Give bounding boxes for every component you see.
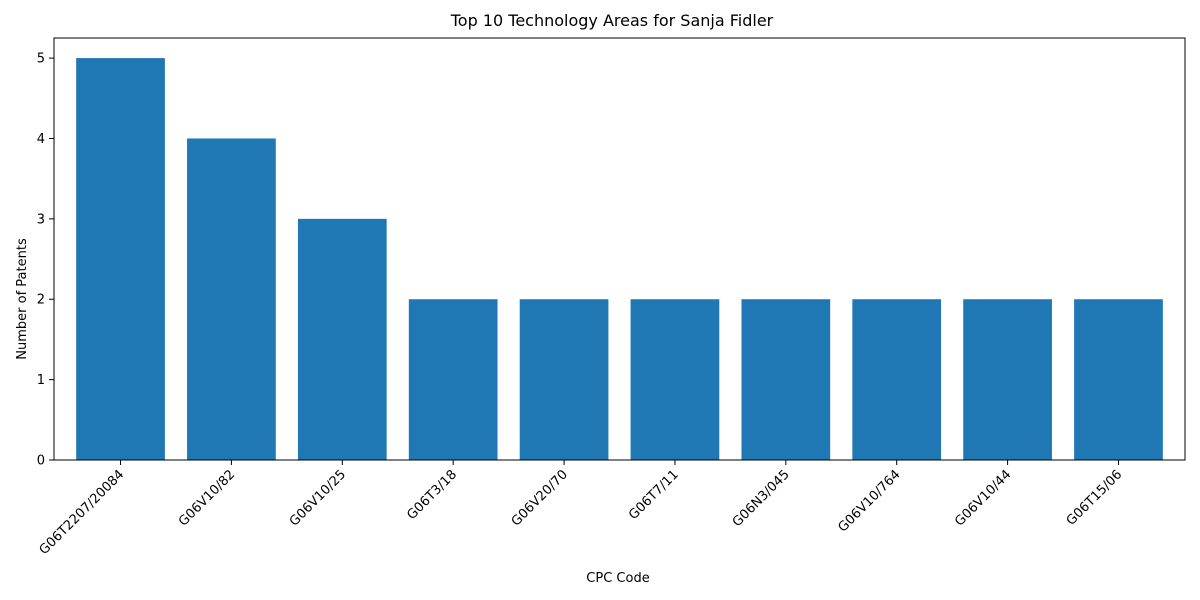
bar-3	[298, 219, 387, 460]
bar-10	[1074, 299, 1163, 460]
y-tick-label: 4	[37, 132, 45, 147]
bars-group	[76, 58, 1163, 460]
x-tick-label: G06V10/82	[176, 467, 238, 529]
chart-title: Top 10 Technology Areas for Sanja Fidler	[450, 11, 774, 30]
x-tick-label: G06V20/70	[509, 467, 571, 529]
x-tick-label: G06T3/18	[404, 467, 460, 523]
bar-4	[409, 299, 498, 460]
x-tick-label: G06T7/11	[626, 467, 682, 523]
y-axis-ticks: 0 1 2 3 4 5	[37, 52, 54, 469]
bar-7	[741, 299, 830, 460]
bar-2	[187, 138, 276, 460]
x-axis-label: CPC Code	[586, 571, 649, 586]
x-tick-label: G06V10/44	[952, 467, 1014, 529]
bar-5	[520, 299, 609, 460]
x-tick-label: G06T15/06	[1064, 467, 1126, 529]
x-tick-label: G06V10/25	[287, 467, 349, 529]
y-tick-label: 0	[37, 454, 45, 469]
x-axis-ticks: G06T2207/20084 G06V10/82 G06V10/25 G06T3/18…	[37, 460, 1126, 558]
x-tick-label: G06T2207/20084	[37, 467, 128, 558]
y-tick-label: 1	[37, 373, 45, 388]
x-tick-label: G06N3/045	[730, 467, 793, 530]
bar-1	[76, 58, 165, 460]
bar-9	[963, 299, 1052, 460]
y-tick-label: 5	[37, 52, 45, 67]
y-axis-label: Number of Patents	[15, 238, 30, 360]
bar-6	[631, 299, 720, 460]
y-tick-label: 2	[37, 293, 45, 308]
x-tick-label: G06V10/764	[835, 467, 903, 535]
bar-8	[852, 299, 941, 460]
y-tick-label: 3	[37, 212, 45, 227]
